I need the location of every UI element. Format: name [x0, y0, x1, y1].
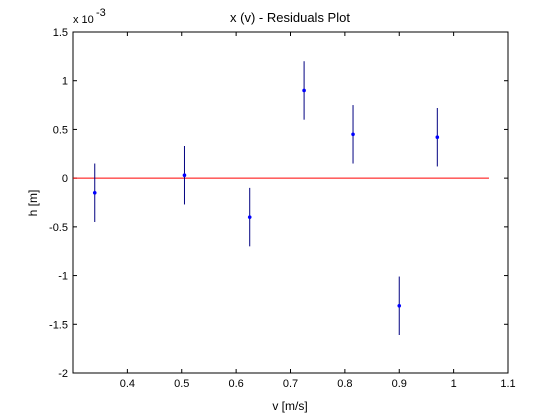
x-tick-label: 0.8: [337, 378, 352, 390]
y-tick-label: 1.5: [53, 27, 68, 39]
x-tick-label: 0.7: [283, 378, 298, 390]
y-exponent-power: -3: [96, 7, 106, 19]
data-point: [182, 173, 187, 178]
data-points: [92, 88, 440, 308]
y-tick-label: 0.5: [53, 124, 68, 136]
data-point: [435, 135, 440, 140]
y-ticks: -2 -1.5 -1 -0.5 0 0.5 1 1.5: [49, 27, 508, 380]
y-tick-label: -1: [58, 271, 68, 283]
y-tick-label: -0.5: [49, 222, 68, 234]
y-tick-label: -1.5: [49, 319, 68, 331]
y-axis-label: h [m]: [26, 190, 40, 217]
chart-title: x (v) - Residuals Plot: [230, 10, 350, 25]
data-point: [397, 303, 402, 308]
data-point: [92, 190, 97, 195]
y-tick-label: 0: [62, 173, 68, 185]
x-tick-label: 0.6: [228, 378, 243, 390]
x-tick-label: 0.4: [120, 378, 135, 390]
x-tick-label: 1.1: [500, 378, 515, 390]
x-tick-label: 0.5: [174, 378, 189, 390]
data-point: [302, 88, 306, 93]
data-point: [351, 132, 355, 137]
x-tick-label: 1: [451, 378, 457, 390]
data-point: [247, 215, 252, 219]
x-axis-label: v [m/s]: [272, 399, 307, 413]
y-exponent-label: x 10: [73, 14, 94, 26]
x-ticks: 0.4 0.5 0.6 0.7 0.8 0.9 1 1.1: [120, 32, 516, 390]
x-tick-label: 0.9: [392, 378, 407, 390]
y-tick-label: -2: [58, 368, 68, 380]
plot-area: [72, 31, 509, 374]
y-tick-label: 1: [62, 76, 68, 88]
